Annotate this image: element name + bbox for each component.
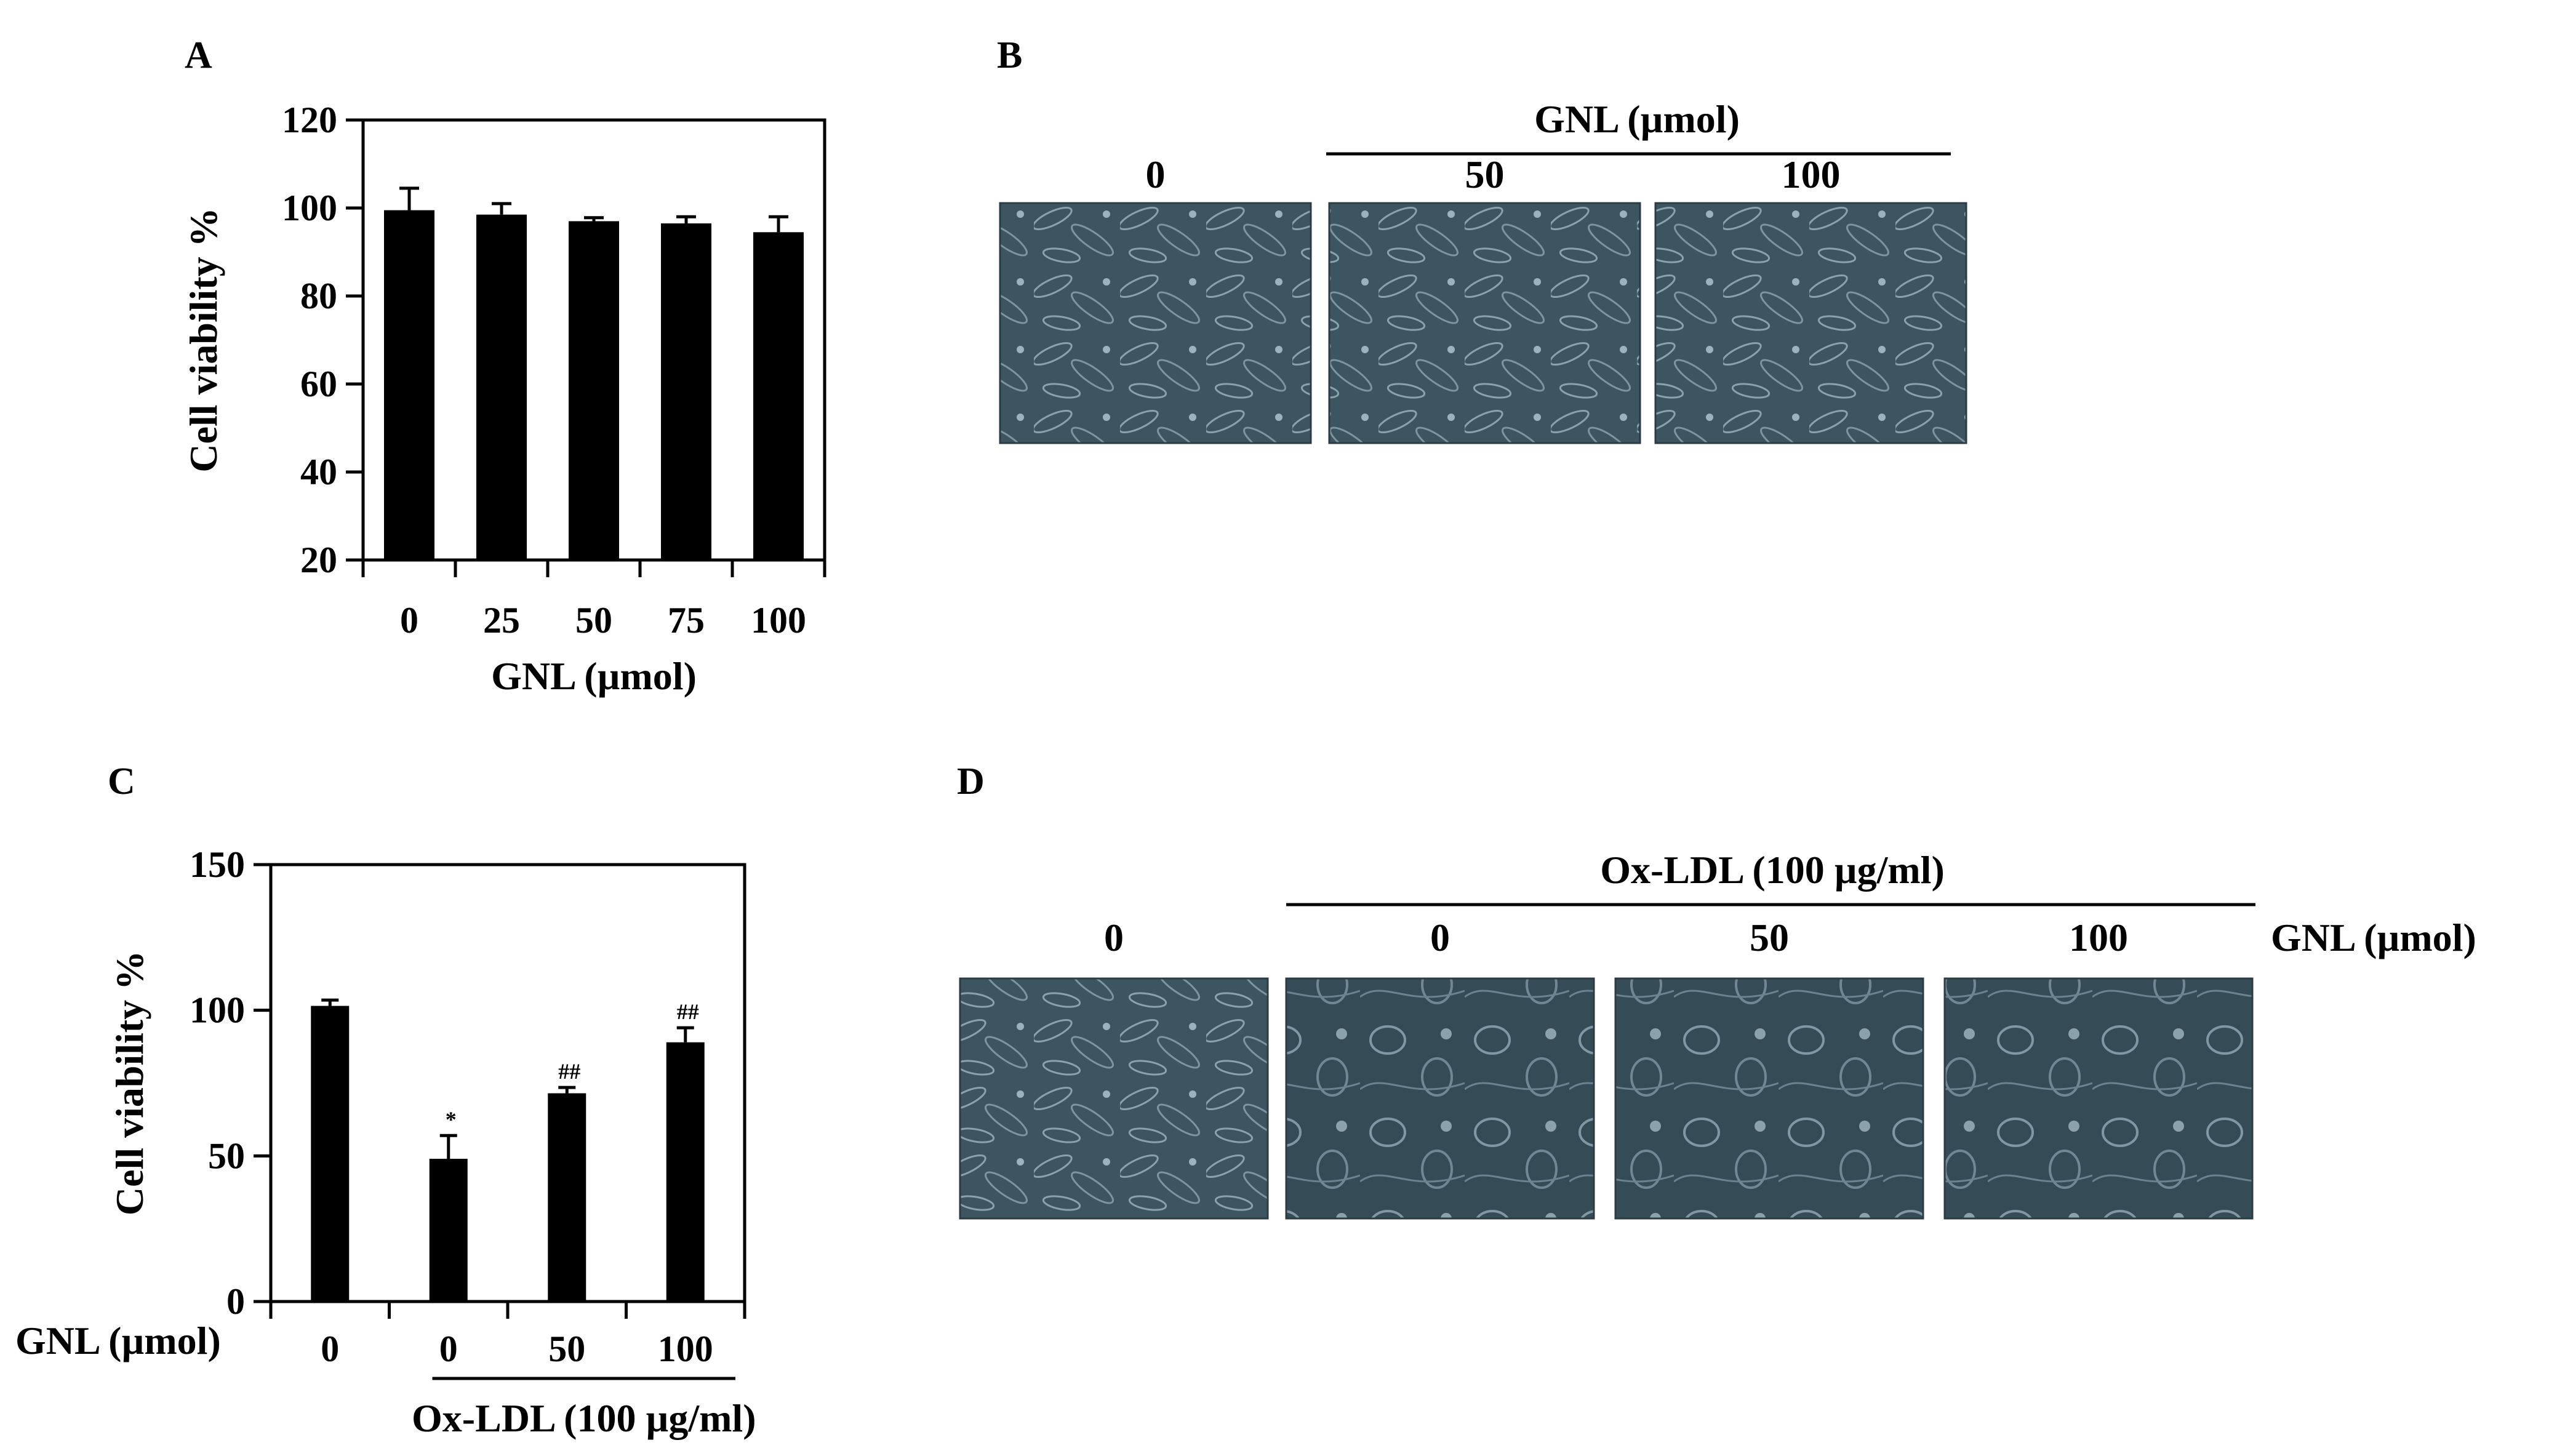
micrograph-d-2 <box>1285 977 1595 1220</box>
micrograph-d-label: 0 <box>1430 916 1450 959</box>
micrograph-b-header: GNL (µmol) <box>1534 97 1740 141</box>
micrograph-b-3 <box>1654 202 1967 444</box>
chart-c-bar <box>429 1159 468 1302</box>
chart-c-significance-mark: ## <box>677 999 699 1024</box>
chart-c-significance-mark: * <box>446 1107 457 1132</box>
chart-a-bar <box>569 221 619 560</box>
micrograph-d-4 <box>1943 977 2254 1220</box>
micrograph-b-2 <box>1328 202 1641 444</box>
panel-letter-d: D <box>957 761 985 802</box>
chart-a-y-axis-title: Cell viability % <box>182 207 225 472</box>
chart-a-bar <box>476 214 527 561</box>
chart-c-group-label: Ox-LDL (100 µg/ml) <box>412 1396 756 1440</box>
chart-a-y-tick-label: 40 <box>300 452 337 492</box>
chart-a-y-tick-label: 20 <box>300 540 337 580</box>
chart-a-x-tick-label: 100 <box>751 600 806 641</box>
chart-c-x-tick-label: 50 <box>548 1329 585 1369</box>
chart-c-y-axis-title: Cell viability % <box>108 951 151 1215</box>
chart-a-x-axis-title: GNL (µmol) <box>491 654 697 698</box>
chart-c-y-tick-label: 0 <box>226 1281 245 1322</box>
chart-c-y-tick-label: 100 <box>190 990 245 1031</box>
chart-c-x-tick-label: 0 <box>439 1329 458 1369</box>
micrograph-b-1 <box>999 202 1312 444</box>
chart-c-row-label: GNL (µmol) <box>15 1319 221 1362</box>
chart-a-y-tick-label: 60 <box>300 364 337 404</box>
micrograph-d-label: 0 <box>1104 916 1124 959</box>
chart-a-x-tick-label: 50 <box>575 600 612 641</box>
micrograph-d-label: 100 <box>2069 916 2128 959</box>
chart-a-bar <box>661 223 711 560</box>
chart-c-bar <box>666 1042 705 1302</box>
chart-c-bar <box>311 1006 350 1302</box>
chart-a-x-tick-label: 0 <box>400 600 418 641</box>
chart-c-y-tick-label: 150 <box>190 844 245 885</box>
chart-a-x-tick-label: 25 <box>483 600 520 641</box>
chart-c-bar <box>548 1093 586 1302</box>
micrograph-d-header: Ox-LDL (100 µg/ml) <box>1600 848 1945 892</box>
micrograph-d-3 <box>1614 977 1924 1220</box>
chart-a-y-tick-label: 80 <box>300 276 337 316</box>
chart-a-bar <box>384 210 434 560</box>
chart-c-significance-mark: ## <box>558 1059 580 1084</box>
chart-c-y-tick-label: 50 <box>208 1135 245 1176</box>
micrograph-d-label: 50 <box>1750 916 1789 959</box>
chart-a-bar <box>753 232 804 560</box>
micrograph-d-row-label: GNL (µmol) <box>2271 916 2476 959</box>
panel-letter-c: C <box>108 761 135 802</box>
chart-c-x-tick-label: 100 <box>658 1329 713 1369</box>
micrograph-b-label: 50 <box>1465 153 1505 196</box>
micrograph-d-1 <box>959 977 1269 1220</box>
panel-letter-b: B <box>997 34 1022 76</box>
chart-a-y-tick-label: 120 <box>282 100 337 140</box>
chart-a-x-tick-label: 75 <box>668 600 705 641</box>
micrograph-b-label: 0 <box>1146 153 1166 196</box>
chart-a-y-tick-label: 100 <box>282 188 337 228</box>
chart-c-x-tick-label: 0 <box>321 1329 339 1369</box>
panel-letter-a: A <box>185 34 212 76</box>
micrograph-b-label: 100 <box>1782 153 1841 196</box>
